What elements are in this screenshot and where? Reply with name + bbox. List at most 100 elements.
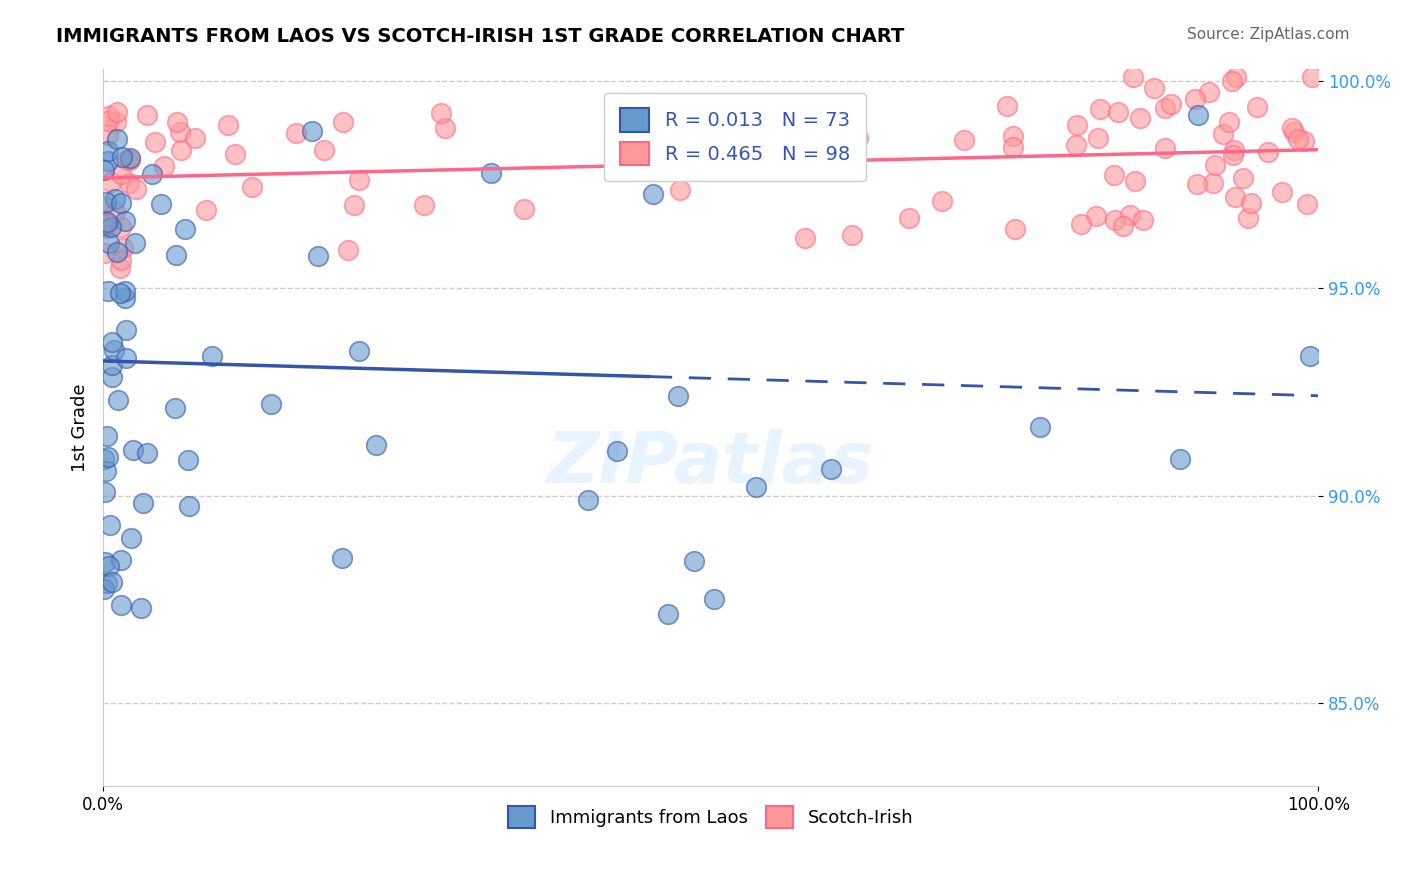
Immigrants from Laos — [97, 284, 120, 298]
Scotch-Irish — [224, 147, 246, 161]
Immigrants from Laos — [110, 599, 132, 613]
Immigrants from Laos — [124, 236, 146, 251]
Scotch-Irish — [110, 167, 132, 181]
Scotch-Irish — [413, 198, 436, 212]
Scotch-Irish — [1282, 125, 1305, 139]
Scotch-Irish — [240, 179, 263, 194]
Immigrants from Laos — [97, 236, 120, 251]
Scotch-Irish — [1070, 217, 1092, 231]
Immigrants from Laos — [97, 558, 120, 573]
Scotch-Irish — [1088, 102, 1111, 116]
Scotch-Irish — [1084, 209, 1107, 223]
Scotch-Irish — [1153, 101, 1175, 115]
Scotch-Irish — [115, 153, 138, 168]
Scotch-Irish — [118, 176, 141, 190]
Immigrants from Laos — [93, 162, 115, 177]
Immigrants from Laos — [115, 351, 138, 365]
Immigrants from Laos — [330, 550, 353, 565]
Immigrants from Laos — [576, 493, 599, 508]
Immigrants from Laos — [93, 582, 115, 596]
Immigrants from Laos — [201, 349, 224, 363]
Immigrants from Laos — [135, 446, 157, 460]
Scotch-Irish — [1184, 92, 1206, 106]
Scotch-Irish — [347, 173, 370, 187]
Immigrants from Laos — [101, 574, 124, 589]
Immigrants from Laos — [100, 359, 122, 373]
Scotch-Irish — [1222, 144, 1244, 158]
Immigrants from Laos — [666, 389, 689, 403]
Immigrants from Laos — [97, 450, 120, 464]
Scotch-Irish — [1066, 118, 1088, 132]
Immigrants from Laos — [745, 480, 768, 494]
Scotch-Irish — [1246, 100, 1268, 114]
Scotch-Irish — [110, 260, 132, 275]
Immigrants from Laos — [785, 106, 807, 120]
Immigrants from Laos — [606, 443, 628, 458]
Immigrants from Laos — [657, 607, 679, 622]
Scotch-Irish — [343, 198, 366, 212]
Scotch-Irish — [112, 241, 135, 255]
Scotch-Irish — [1107, 104, 1129, 119]
Scotch-Irish — [430, 106, 453, 120]
Scotch-Irish — [1123, 174, 1146, 188]
Immigrants from Laos — [122, 442, 145, 457]
Scotch-Irish — [1223, 190, 1246, 204]
Scotch-Irish — [336, 243, 359, 257]
Immigrants from Laos — [307, 249, 329, 263]
Immigrants from Laos — [129, 601, 152, 615]
Scotch-Irish — [104, 115, 127, 129]
Scotch-Irish — [513, 202, 536, 217]
Immigrants from Laos — [643, 186, 665, 201]
Scotch-Irish — [118, 153, 141, 167]
Scotch-Irish — [1104, 168, 1126, 182]
Scotch-Irish — [1240, 196, 1263, 211]
Scotch-Irish — [1119, 208, 1142, 222]
Immigrants from Laos — [1029, 420, 1052, 434]
Immigrants from Laos — [110, 552, 132, 566]
Immigrants from Laos — [1187, 108, 1209, 122]
Immigrants from Laos — [97, 154, 120, 169]
Scotch-Irish — [184, 131, 207, 145]
Immigrants from Laos — [120, 531, 142, 545]
Scotch-Irish — [284, 126, 307, 140]
Immigrants from Laos — [114, 285, 136, 299]
Immigrants from Laos — [93, 451, 115, 466]
Scotch-Irish — [1220, 74, 1243, 88]
Scotch-Irish — [195, 202, 218, 217]
Immigrants from Laos — [94, 464, 117, 478]
Immigrants from Laos — [103, 192, 125, 206]
Immigrants from Laos — [93, 555, 115, 569]
Scotch-Irish — [794, 230, 817, 244]
Scotch-Irish — [1281, 121, 1303, 136]
Scotch-Irish — [1202, 176, 1225, 190]
Scotch-Irish — [1001, 140, 1024, 154]
Scotch-Irish — [1160, 96, 1182, 111]
Scotch-Irish — [135, 108, 157, 122]
Scotch-Irish — [1271, 185, 1294, 199]
Immigrants from Laos — [114, 214, 136, 228]
Scotch-Irish — [669, 183, 692, 197]
Scotch-Irish — [1122, 70, 1144, 84]
Scotch-Irish — [312, 143, 335, 157]
Scotch-Irish — [931, 194, 953, 209]
Scotch-Irish — [169, 125, 191, 139]
Scotch-Irish — [97, 217, 120, 231]
Immigrants from Laos — [105, 244, 128, 259]
Scotch-Irish — [995, 99, 1018, 113]
Scotch-Irish — [434, 121, 457, 136]
Immigrants from Laos — [101, 334, 124, 349]
Scotch-Irish — [110, 252, 132, 267]
Scotch-Irish — [1198, 86, 1220, 100]
Scotch-Irish — [1154, 141, 1177, 155]
Scotch-Irish — [1143, 81, 1166, 95]
Immigrants from Laos — [107, 392, 129, 407]
Immigrants from Laos — [96, 195, 118, 210]
Scotch-Irish — [170, 143, 193, 157]
Immigrants from Laos — [114, 291, 136, 305]
Y-axis label: 1st Grade: 1st Grade — [72, 384, 89, 472]
Immigrants from Laos — [118, 152, 141, 166]
Scotch-Irish — [1087, 131, 1109, 145]
Scotch-Irish — [953, 133, 976, 147]
Scotch-Irish — [1001, 128, 1024, 143]
Scotch-Irish — [94, 246, 117, 260]
